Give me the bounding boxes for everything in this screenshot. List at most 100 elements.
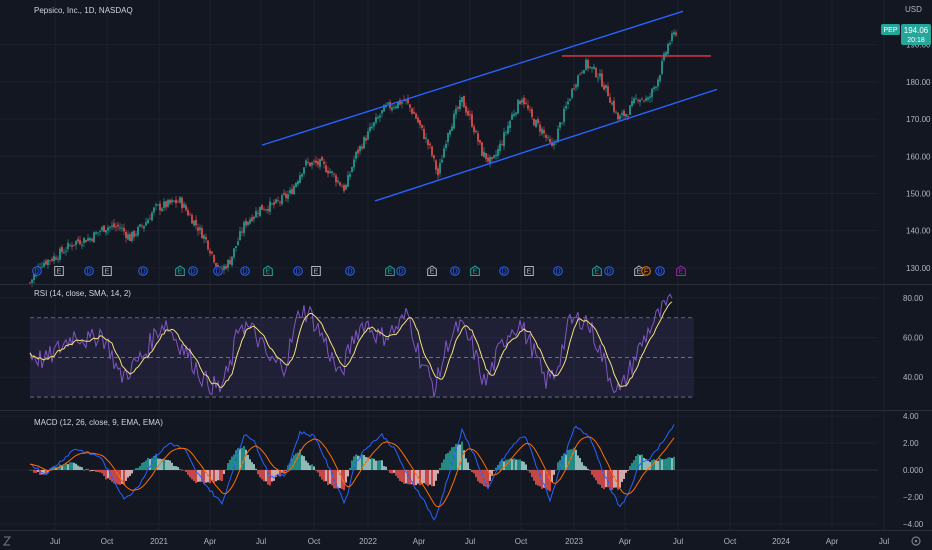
time-axis[interactable]: Jul Oct 2021 Apr Jul Oct 2022 Apr Jul Oct 2023 Apr J… — [50, 537, 889, 546]
candle-body — [121, 227, 123, 229]
macd-histogram-bar — [255, 468, 257, 470]
candle-body — [463, 96, 465, 108]
macd-histogram-bar — [251, 462, 253, 470]
trendline-channel-lower[interactable] — [374, 88, 718, 202]
macd-histogram-bar — [209, 470, 211, 484]
dividend-marker-20[interactable] — [553, 266, 563, 276]
candle-body — [533, 118, 535, 126]
macd-histogram-bar — [371, 457, 373, 470]
candle-body — [331, 171, 333, 173]
macd-histogram-bar — [457, 444, 459, 470]
macd-histogram-bar — [533, 470, 535, 481]
trendlines[interactable] — [261, 10, 718, 202]
timezone-icon[interactable] — [3, 536, 11, 546]
earnings-marker-9[interactable] — [263, 265, 273, 276]
candle-body — [433, 155, 435, 159]
dividend-marker-22[interactable] — [604, 266, 614, 276]
candle-body — [431, 146, 433, 156]
candle-body — [323, 161, 325, 164]
dividend-marker-16[interactable] — [450, 266, 460, 276]
candle-body — [459, 100, 461, 109]
earnings-marker-11[interactable] — [311, 266, 321, 276]
candle-body — [653, 87, 655, 90]
earnings-marker-19[interactable] — [524, 266, 534, 276]
candle-body — [99, 231, 101, 232]
earnings-marker-label-23: E — [637, 269, 642, 276]
dividend-marker-label-16: D — [452, 269, 457, 276]
macd-histogram-bar — [117, 470, 119, 485]
candle-body — [141, 225, 143, 227]
candle-body — [51, 258, 53, 261]
macd-histogram-bar — [501, 459, 503, 470]
candle-body — [567, 101, 569, 105]
earnings-marker-label-19: E — [527, 269, 532, 276]
dividend-marker-2[interactable] — [84, 266, 94, 276]
macd-histogram-bar — [493, 470, 495, 471]
macd-histogram-bar — [373, 458, 375, 470]
earnings-marker-13[interactable] — [385, 265, 395, 276]
earnings-marker-15[interactable] — [427, 265, 437, 276]
price-tick-label-0: 130.00 — [906, 264, 931, 273]
split-marker-24[interactable] — [641, 266, 651, 276]
macd-histogram-bar — [631, 463, 633, 470]
macd-histogram-bar — [513, 458, 515, 470]
trendline-channel-upper[interactable] — [261, 10, 684, 146]
candle-body — [657, 79, 659, 87]
macd-histogram-bar — [137, 467, 139, 470]
macd-histogram-bar — [135, 468, 137, 470]
macd-histogram-bar — [529, 470, 531, 473]
rsi-ma-line — [29, 301, 673, 388]
macd-histogram-bar — [613, 470, 615, 488]
candle-body — [293, 185, 295, 195]
candle-body — [139, 224, 141, 227]
macd-histogram-bar — [645, 459, 647, 470]
macd-histogram-bar — [229, 459, 231, 470]
candle-body — [147, 219, 149, 224]
dividend-marker-0[interactable] — [32, 266, 42, 276]
candle-body — [287, 194, 289, 199]
macd-histogram-bar — [407, 470, 409, 485]
earnings-marker-21[interactable] — [592, 265, 602, 276]
macd-histogram-bar — [191, 470, 193, 480]
dividend-marker-8[interactable] — [240, 266, 250, 276]
earnings-marker-3[interactable] — [102, 266, 112, 276]
candle-body — [67, 242, 69, 250]
macd-histogram-bar — [213, 470, 215, 483]
candle-body — [449, 130, 451, 135]
dividend-marker-label-4: D — [140, 269, 145, 276]
macd-histogram-bar — [87, 468, 89, 470]
macd-histogram-bar — [285, 470, 287, 471]
candle-body — [623, 110, 625, 117]
candle-body — [125, 231, 127, 238]
candle-body — [425, 137, 427, 140]
dividend-marker-12[interactable] — [345, 266, 355, 276]
time-tick-label-9: Oct — [515, 537, 528, 546]
earnings-marker-17[interactable] — [470, 265, 480, 276]
candle-body — [153, 207, 155, 213]
macd-histogram-bar — [627, 470, 629, 471]
macd-histogram-bar — [403, 470, 405, 484]
candle-body — [195, 219, 197, 226]
candle-body — [559, 122, 561, 128]
dividend-marker-7[interactable] — [213, 266, 223, 276]
dividend-marker-14[interactable] — [396, 266, 406, 276]
earnings-marker-1[interactable] — [54, 266, 64, 276]
dividend-marker-10[interactable] — [293, 266, 303, 276]
earnings-marker-26[interactable] — [676, 265, 686, 276]
dividend-marker-6[interactable] — [188, 266, 198, 276]
macd-histogram-bar — [99, 470, 101, 473]
macd-histogram-bar — [471, 470, 473, 473]
dividend-marker-4[interactable] — [138, 266, 148, 276]
earnings-marker-5[interactable] — [175, 265, 185, 276]
candle-body — [291, 188, 293, 194]
dividend-marker-18[interactable] — [499, 266, 509, 276]
earnings-marker-23[interactable] — [634, 265, 644, 276]
macd-histogram-bar — [301, 455, 303, 470]
macd-histogram-bar — [401, 470, 403, 482]
candle-body — [311, 162, 313, 166]
dividend-marker-25[interactable] — [655, 266, 665, 276]
candle-body — [65, 250, 67, 252]
settings-gear-icon[interactable] — [911, 536, 921, 546]
